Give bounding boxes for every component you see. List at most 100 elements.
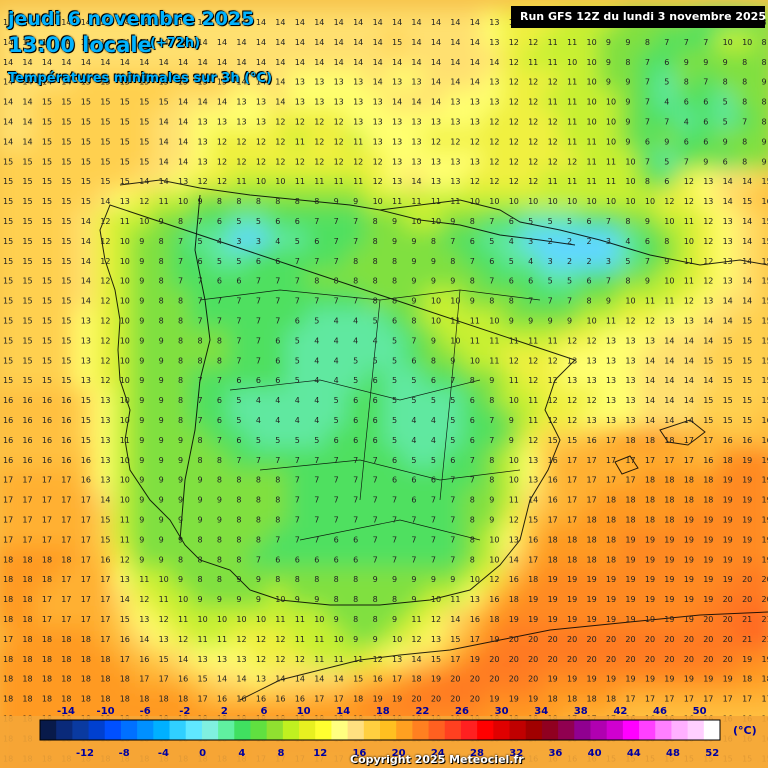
grid-value: 18 — [139, 695, 149, 704]
grid-value: 9 — [198, 595, 203, 604]
grid-value: 18 — [548, 695, 558, 704]
grid-value: 8 — [373, 257, 378, 266]
grid-value: 15 — [61, 336, 71, 345]
grid-value: 9 — [489, 376, 494, 385]
grid-value: 15 — [762, 257, 768, 266]
grid-value: 16 — [3, 416, 13, 425]
field-cell — [345, 209, 369, 233]
field-cell — [598, 268, 622, 293]
grid-value: 18 — [645, 516, 655, 525]
legend-label: -12 — [76, 748, 94, 759]
grid-value: 11 — [528, 58, 538, 67]
grid-value: 9 — [159, 356, 164, 365]
grid-value: 8 — [256, 535, 261, 544]
grid-value: 15 — [120, 98, 130, 107]
grid-value: 10 — [120, 257, 130, 266]
field-cell — [73, 49, 97, 74]
grid-value: 7 — [353, 456, 358, 465]
field-cell — [306, 29, 330, 54]
grid-value: 10 — [489, 555, 499, 564]
field-cell — [501, 268, 525, 293]
field-cell — [267, 248, 291, 273]
grid-value: 15 — [100, 516, 110, 525]
field-cell — [520, 228, 544, 253]
grid-value: 7 — [178, 277, 183, 286]
grid-value: 6 — [275, 376, 280, 385]
grid-value: 15 — [3, 217, 13, 226]
grid-value: 15 — [42, 317, 52, 326]
grid-value: 10 — [120, 317, 130, 326]
field-cell — [73, 209, 97, 233]
field-cell — [189, 288, 214, 313]
grid-value: 11 — [314, 635, 324, 644]
grid-value: 20 — [509, 675, 519, 684]
grid-value: 13 — [703, 177, 713, 186]
grid-value: 5 — [295, 356, 300, 365]
grid-value: 16 — [762, 197, 768, 206]
grid-value: 14 — [645, 356, 655, 365]
field-cell — [403, 248, 428, 273]
field-cell — [656, 288, 680, 313]
grid-value: 20 — [528, 655, 538, 664]
grid-value: 8 — [236, 535, 241, 544]
field-cell — [14, 169, 39, 194]
field-cell — [462, 288, 486, 313]
grid-value: 16 — [548, 476, 558, 485]
grid-value: 9 — [198, 197, 203, 206]
field-cell — [287, 248, 311, 273]
field-cell — [14, 209, 39, 233]
legend-label: 36 — [548, 748, 562, 759]
grid-value: 12 — [373, 177, 383, 186]
grid-value: 9 — [139, 476, 144, 485]
grid-value: 11 — [567, 118, 577, 127]
grid-value: 18 — [3, 615, 13, 624]
grid-value: 9 — [159, 516, 164, 525]
grid-value: 10 — [587, 58, 597, 67]
field-cell — [0, 49, 19, 74]
grid-value: 12 — [528, 436, 538, 445]
grid-value: 12 — [450, 137, 460, 146]
grid-value: 14 — [295, 675, 305, 684]
grid-value: 8 — [489, 476, 494, 485]
grid-value: 11 — [450, 317, 460, 326]
field-cell — [442, 49, 466, 74]
grid-value: 16 — [61, 436, 71, 445]
grid-value: 5 — [275, 436, 280, 445]
field-cell — [676, 89, 700, 114]
grid-value: 19 — [625, 575, 635, 584]
field-cell — [403, 268, 428, 293]
field-cell — [287, 209, 311, 233]
field-cell — [539, 328, 564, 353]
field-cell — [403, 169, 428, 194]
field-cell — [734, 268, 758, 293]
grid-value: 13 — [625, 336, 635, 345]
field-cell — [131, 288, 155, 313]
grid-value: 4 — [528, 257, 533, 266]
grid-value: 20 — [703, 655, 713, 664]
grid-value: 10 — [509, 396, 519, 405]
grid-value: 13 — [684, 317, 694, 326]
grid-value: 15 — [61, 137, 71, 146]
grid-value: 9 — [139, 516, 144, 525]
grid-value: 14 — [373, 38, 383, 47]
field-cell — [345, 69, 369, 94]
grid-value: 14 — [100, 58, 110, 67]
grid-value: 18 — [3, 575, 13, 584]
grid-value: 13 — [295, 98, 305, 107]
field-cell — [53, 189, 77, 214]
grid-value: 10 — [178, 595, 188, 604]
grid-value: 19 — [645, 595, 655, 604]
grid-value: 14 — [373, 18, 383, 27]
field-cell — [403, 29, 428, 54]
field-cell — [287, 149, 311, 174]
grid-value: 8 — [742, 78, 747, 87]
grid-value: 15 — [703, 416, 713, 425]
grid-value: 13 — [723, 257, 733, 266]
field-cell — [306, 129, 330, 154]
grid-value: 18 — [120, 695, 130, 704]
field-cell — [578, 69, 603, 94]
grid-value: 14 — [470, 38, 480, 47]
grid-value: 19 — [684, 535, 694, 544]
grid-value: 14 — [723, 317, 733, 326]
grid-value: 10 — [236, 615, 246, 624]
